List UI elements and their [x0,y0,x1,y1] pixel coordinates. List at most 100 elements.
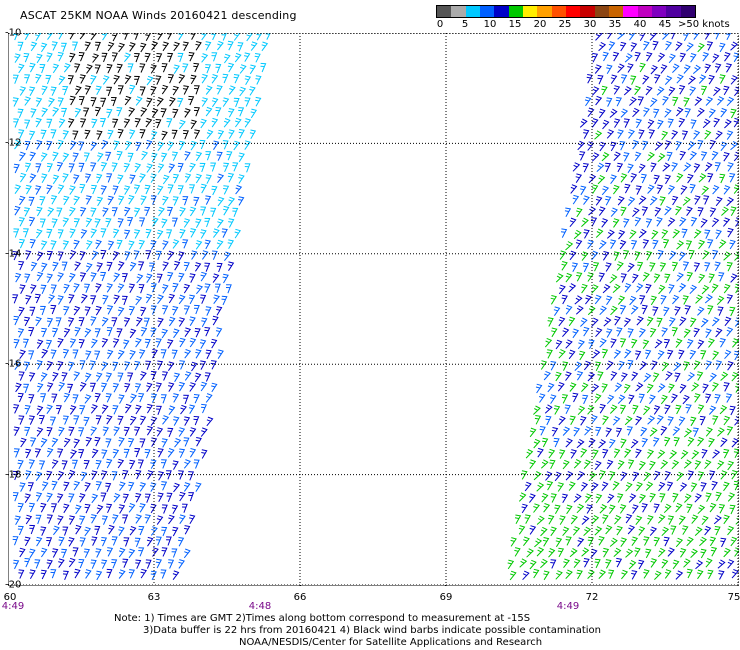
wind-barb [101,537,108,547]
wind-barb [189,448,197,458]
wind-barb [40,152,48,162]
wind-barb [676,471,684,482]
wind-barb [694,526,703,536]
wind-barb [615,97,622,107]
wind-barb [647,119,655,129]
wind-barb [90,514,97,524]
wind-barb [584,426,592,436]
wind-barb [24,74,31,84]
wind-barb [581,382,589,392]
wind-barb [690,548,698,558]
wind-barb [668,53,676,64]
wind-barb [215,283,221,293]
wind-barb [182,196,189,206]
wind-barb [118,526,125,536]
wind-barb [601,152,610,162]
wind-barb [672,426,681,436]
wind-barb [100,382,108,393]
wind-barb [155,250,162,261]
wind-barb [18,217,25,227]
wind-barb [605,427,613,437]
wind-barb [583,526,592,536]
wind-barb [664,108,672,118]
wind-barb [51,41,58,51]
wind-barb [51,218,58,228]
wind-barb [693,229,702,239]
wind-barb [554,471,562,482]
wind-barb [196,284,204,295]
color-scale-bar [436,5,696,18]
wind-barb [695,559,704,570]
wind-barb [534,415,542,425]
wind-barb [177,185,184,195]
wind-barb [92,53,100,63]
wind-barb [128,437,135,448]
wind-barb [620,108,629,118]
wind-barb [509,570,517,581]
wind-barb [676,173,684,183]
wind-barb [58,118,66,128]
wind-barb [697,306,705,316]
wind-barb [572,194,580,205]
wind-barb [595,228,604,238]
wind-barb [709,139,717,150]
wind-barb [91,184,98,195]
wind-barb [146,425,154,436]
wind-barb [598,41,607,52]
wind-barb [150,482,157,492]
wind-barb [79,493,86,503]
wind-barb [112,228,120,239]
wind-barb [145,360,152,370]
wind-barb [150,437,158,447]
wind-barb [709,536,717,547]
wind-barb [139,415,147,426]
scale-swatch [637,6,652,17]
wind-barb [89,360,96,370]
wind-barb [583,459,592,469]
wind-barb [671,162,679,172]
wind-barb [200,381,208,392]
wind-barb [200,229,207,239]
wind-barb [46,447,54,458]
wind-barb [723,547,731,558]
wind-barb [718,570,725,580]
wind-barb [713,86,721,97]
wind-barb [660,64,668,74]
wind-barb [36,251,44,261]
wind-barb [140,107,148,117]
wind-barb [205,64,212,74]
wind-barb [52,151,59,162]
wind-barb [724,119,732,129]
wind-barb [96,504,104,515]
wind-barb [73,218,80,228]
wind-barb [139,503,146,513]
wind-barb [34,293,41,304]
wind-barb [139,86,146,96]
wind-barb [41,262,48,273]
wind-barb [521,503,528,514]
scale-swatch [580,6,595,17]
wind-barb [553,306,561,316]
wind-barb [730,140,739,151]
wind-barb [57,272,65,282]
wind-barb [698,239,706,250]
wind-barb [28,216,36,227]
wind-barb [610,207,618,217]
wind-barb [562,327,570,338]
wind-barb [658,284,666,295]
wind-barb [690,119,697,129]
wind-barb [113,294,120,305]
wind-barb [51,459,59,469]
wind-barb [79,207,87,217]
wind-barb [634,85,642,96]
wind-barb [112,514,119,524]
wind-barb [177,162,184,173]
wind-barb [210,207,217,217]
wind-barb [205,85,213,95]
wind-barb [122,295,128,306]
wind-barb [62,152,70,163]
wind-barb [53,525,60,536]
wind-barb [609,274,618,284]
wind-barb [216,85,223,95]
wind-barb [35,185,42,195]
